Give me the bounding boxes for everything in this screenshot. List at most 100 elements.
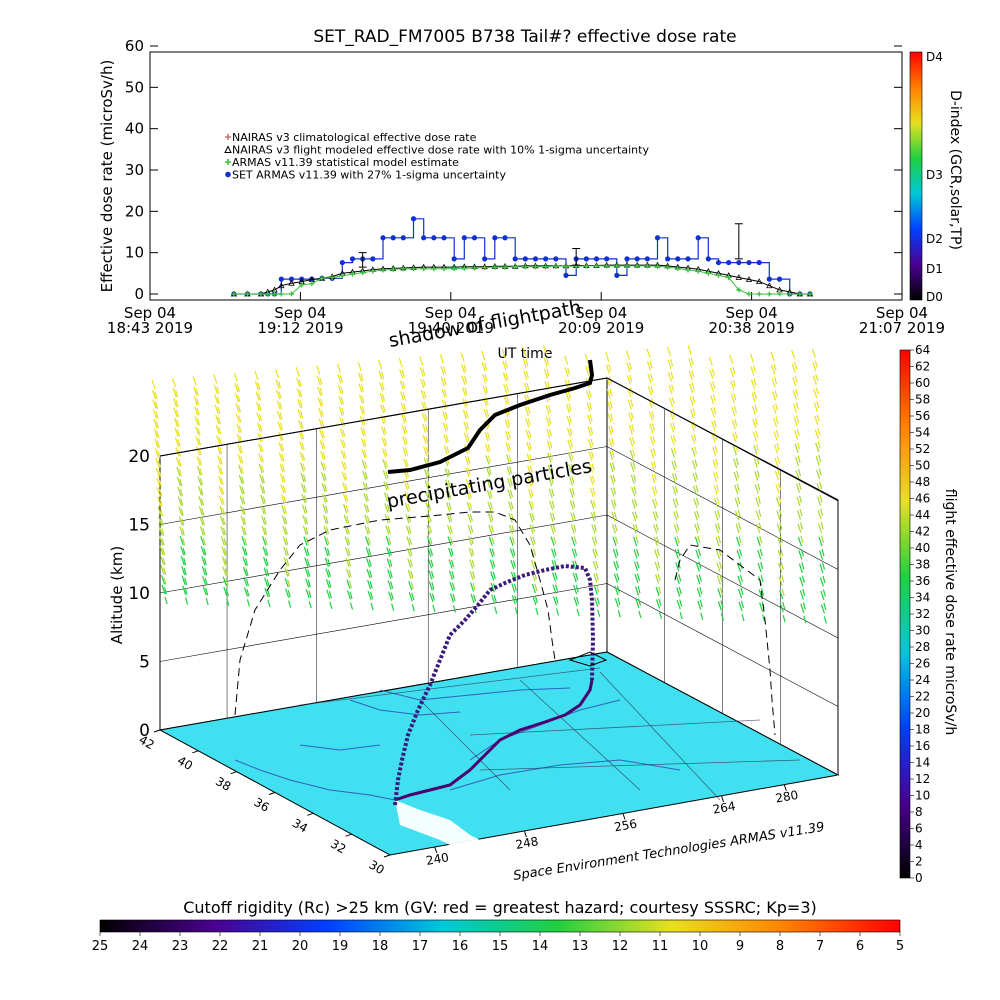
- particle-mark: [201, 556, 208, 576]
- particle-mark: [264, 587, 271, 608]
- particle-mark: [650, 449, 657, 469]
- d-index-tick-label: D2: [926, 232, 943, 246]
- particle-mark: [260, 494, 267, 515]
- particle-mark: [573, 596, 580, 617]
- shadow-annotation: shadow of flightpath: [387, 296, 583, 352]
- set-armas-point: [471, 235, 478, 241]
- particle-mark: [531, 583, 538, 604]
- particle-mark: [749, 353, 757, 373]
- armas-model-point: [655, 263, 660, 269]
- particle-mark: [362, 481, 369, 502]
- particle-mark: [425, 502, 432, 522]
- particle-mark: [688, 370, 695, 391]
- particle-mark: [485, 455, 492, 475]
- cutoff-rigidity-ticks: 25 24 23 22 21 20 19 18 17 16 15 14 13 12 11 10 9 8 7 6 5: [92, 932, 904, 954]
- particle-mark: [383, 481, 390, 501]
- particle-mark: [485, 466, 493, 487]
- particle-mark: [320, 450, 327, 471]
- particle-mark: [364, 514, 371, 534]
- x-tick-label-time: 20:38 2019: [709, 319, 795, 337]
- rigidity-tick-label: 21: [252, 939, 269, 954]
- particle-mark: [341, 460, 348, 480]
- particle-mark: [420, 390, 427, 410]
- particle-mark: [283, 557, 290, 577]
- particle-mark: [360, 427, 367, 447]
- flightpath-shadow: [387, 359, 595, 474]
- particle-mark: [752, 418, 759, 439]
- particle-mark: [173, 417, 181, 437]
- particle-mark: [317, 397, 324, 417]
- particle-mark: [670, 435, 677, 455]
- particle-mark: [172, 378, 179, 398]
- particle-mark: [626, 362, 633, 383]
- particle-mark: [696, 575, 703, 595]
- particle-mark: [655, 586, 662, 607]
- particle-mark: [729, 367, 736, 388]
- particle-mark: [587, 439, 595, 459]
- particle-mark: [159, 536, 166, 556]
- particle-mark: [298, 430, 305, 450]
- armas-model-point: [258, 291, 264, 297]
- particle-mark: [399, 380, 406, 400]
- particle-mark: [406, 536, 413, 556]
- nairas-point: [745, 276, 753, 282]
- rigidity-tick-label: 25: [92, 939, 109, 954]
- particle-mark: [529, 536, 537, 556]
- particle-mark: [216, 435, 223, 455]
- particle-mark: [729, 354, 736, 375]
- dose-tick-label: 64: [915, 343, 930, 357]
- legend-swatch: [224, 145, 232, 153]
- particle-mark: [731, 406, 738, 427]
- particle-mark: [466, 490, 473, 510]
- particle-mark: [275, 379, 282, 399]
- particle-mark: [316, 365, 323, 385]
- armas-model-point: [390, 266, 396, 272]
- particle-mark: [276, 389, 283, 410]
- particle-mark: [668, 384, 675, 405]
- dose-tick-label: 12: [915, 772, 930, 786]
- particle-mark: [487, 513, 494, 533]
- armas-model-point: [522, 264, 528, 270]
- particle-mark: [692, 472, 699, 493]
- legend-entry: NAIRAS v3 climatological effective dose …: [232, 131, 477, 144]
- particle-mark: [217, 465, 224, 485]
- particle-mark: [346, 579, 353, 599]
- particle-mark: [771, 364, 778, 385]
- particle-mark: [154, 448, 161, 468]
- particle-mark: [779, 589, 786, 610]
- particle-mark: [237, 444, 244, 464]
- particle-mark: [378, 370, 385, 391]
- particle-mark: [221, 546, 228, 566]
- particle-mark: [715, 549, 723, 569]
- armas-model-point: [675, 265, 681, 271]
- particle-mark: [221, 556, 228, 576]
- particle-mark: [547, 452, 554, 473]
- particle-mark: [614, 585, 621, 606]
- latitude-tick-label: 42: [137, 732, 157, 752]
- particle-mark: [278, 442, 285, 462]
- particle-mark: [484, 443, 492, 463]
- particle-mark: [263, 567, 270, 587]
- particle-mark: [506, 466, 513, 486]
- set-armas-point: [441, 235, 447, 241]
- particle-mark: [157, 506, 164, 527]
- wall-grid-h: [159, 514, 608, 594]
- particle-mark: [357, 361, 364, 381]
- particle-mark: [337, 374, 344, 394]
- particle-mark: [346, 590, 354, 610]
- set-armas-point: [746, 259, 752, 266]
- particle-mark: [262, 546, 269, 566]
- particle-mark: [325, 568, 332, 588]
- particle-mark: [235, 413, 242, 433]
- armas-model-point: [665, 264, 671, 270]
- d-index-tick-label: D3: [926, 168, 943, 182]
- dose-tick-label: 38: [915, 558, 930, 572]
- particle-mark: [222, 566, 229, 586]
- particle-mark: [755, 497, 762, 517]
- particle-mark: [504, 419, 511, 439]
- particle-mark: [605, 352, 612, 372]
- particle-mark: [172, 387, 179, 408]
- particle-mark: [276, 400, 283, 420]
- particle-mark: [276, 410, 284, 431]
- particle-mark: [675, 574, 682, 595]
